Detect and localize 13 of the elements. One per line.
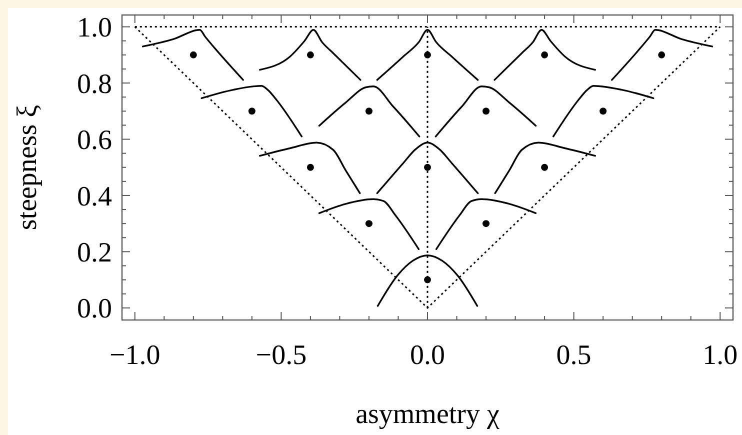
y-tick-label: 0.6 [77, 125, 112, 156]
x-axis-title: asymmetry χ [356, 399, 500, 430]
x-tick-label: 0.5 [556, 340, 592, 371]
x-tick-label: −0.5 [256, 340, 307, 371]
y-tick-label: 0.0 [77, 294, 112, 325]
y-tick-label: 1.0 [77, 12, 112, 44]
y-axis-title: steepness ξ [12, 104, 43, 230]
x-tick-label: 1.0 [702, 340, 738, 371]
x-tick-label: 0.0 [410, 340, 445, 371]
x-tick-label: −1.0 [109, 340, 160, 371]
y-tick-label: 0.8 [77, 68, 112, 100]
y-tick-label: 0.4 [77, 181, 112, 212]
y-tick-label: 0.2 [77, 237, 112, 268]
